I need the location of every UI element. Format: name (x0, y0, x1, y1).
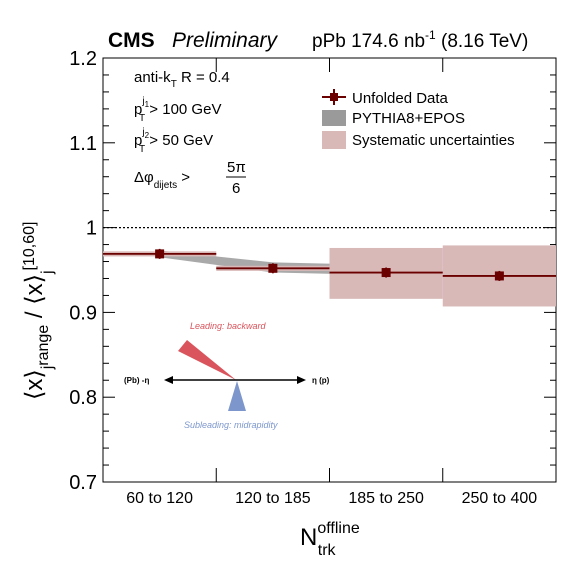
eta-arrow-left (164, 376, 173, 384)
y-tick-label: 0.7 (69, 472, 97, 494)
status-label: Preliminary (172, 29, 279, 52)
subleading-jet-cone (228, 381, 246, 411)
lumi-label: pPb 174.6 nb-1 (8.16 TeV) (312, 28, 528, 52)
x-tick-label: 185 to 250 (348, 490, 424, 507)
x-axis-title: Noffline trk (300, 520, 360, 559)
x-tick-label: 250 to 400 (462, 490, 538, 507)
legend-syst-label: Systematic uncertainties (352, 132, 515, 149)
leading-label: Leading: backward (190, 321, 267, 331)
legend-mc-label: PYTHIA8+EPOS (352, 110, 465, 127)
y-axis-title: ⟨x⟩jrange / ⟨x⟩j[10,60] (21, 222, 56, 400)
x-tick-label: 120 to 185 (235, 490, 311, 507)
selection-pt2: pj2 T > 50 GeV (134, 127, 213, 155)
data-series (103, 248, 556, 281)
data-point (494, 271, 504, 281)
eta-arrow-right (297, 376, 306, 384)
y-tick-label: 0.9 (69, 302, 97, 324)
svg-text:⟨x⟩jrange / ⟨x⟩j[10,60]: ⟨x⟩jrange / ⟨x⟩j[10,60] (21, 222, 56, 400)
x-tick-label: 60 to 120 (126, 490, 193, 507)
selection-pt1: pj1 T > 100 GeV (134, 96, 221, 124)
legend-mc-swatch (322, 110, 346, 126)
data-point (381, 268, 391, 278)
legend-data-label: Unfolded Data (352, 90, 449, 107)
selection-dphi-den: 6 (232, 180, 240, 197)
data-point (268, 263, 278, 273)
kinematic-diagram: Leading: backward (Pb) -η η (p) Subleadi… (124, 321, 330, 430)
selection-algo: anti-kT R = 0.4 (134, 69, 230, 90)
y-axis: 0.7 0.8 0.9 1 1.1 1.2 (69, 48, 556, 494)
selection-dphi-num: 5π (227, 159, 246, 176)
subleading-label: Subleading: midrapidity (184, 420, 278, 430)
data-point (155, 249, 165, 259)
leading-jet-cone (178, 340, 236, 380)
y-tick-label: 0.8 (69, 387, 97, 409)
eta-left-label: (Pb) -η (124, 376, 149, 385)
y-tick-label: 1.1 (69, 133, 97, 155)
legend-data-marker (322, 89, 346, 105)
eta-right-label: η (p) (312, 376, 330, 385)
selection-dphi: Δφdijets > (134, 169, 190, 191)
legend: Unfolded Data PYTHIA8+EPOS Systematic un… (322, 89, 515, 149)
experiment-label: CMS (108, 29, 155, 52)
legend-syst-swatch (322, 131, 346, 149)
y-tick-label: 1.2 (69, 48, 97, 70)
x-axis: 60 to 120 120 to 185 185 to 250 250 to 400 (126, 58, 537, 507)
y-tick-label: 1 (86, 218, 97, 240)
